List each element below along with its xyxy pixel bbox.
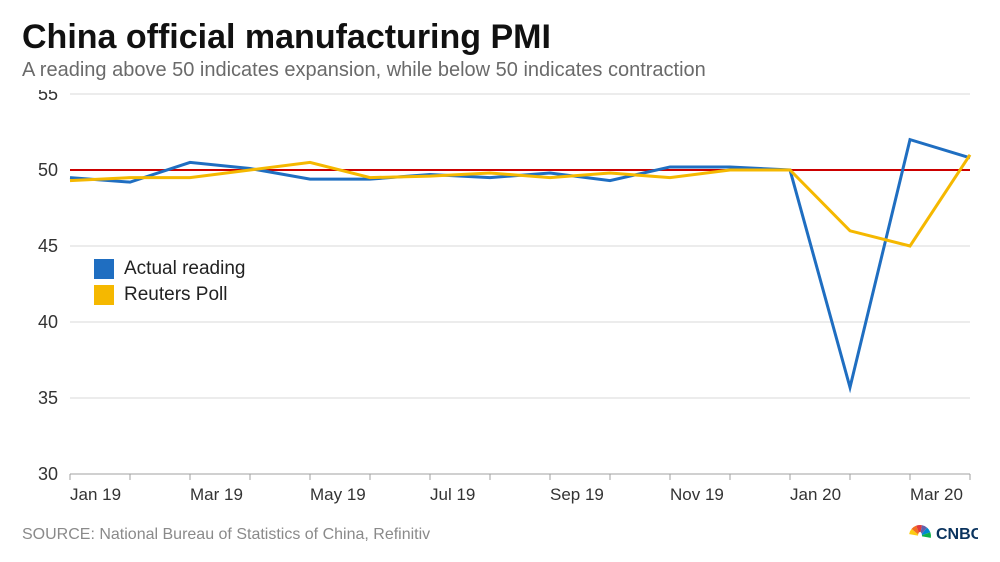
- chart-subtitle: A reading above 50 indicates expansion, …: [22, 59, 978, 82]
- y-tick-label: 35: [38, 388, 58, 408]
- legend: Actual reading Reuters Poll: [94, 258, 245, 310]
- source-text: SOURCE: National Bureau of Statistics of…: [22, 526, 430, 544]
- y-tick-label: 55: [38, 90, 58, 104]
- chart-title: China official manufacturing PMI: [22, 18, 978, 57]
- cnbc-logo-text: CNBC: [936, 526, 978, 543]
- y-tick-label: 40: [38, 312, 58, 332]
- x-tick-label: Jul 19: [430, 485, 475, 504]
- x-tick-label: Jan 20: [790, 485, 841, 504]
- legend-swatch: [94, 285, 114, 305]
- x-tick-label: Mar 20: [910, 485, 963, 504]
- cnbc-logo: CNBC: [906, 516, 978, 544]
- legend-item: Actual reading: [94, 258, 245, 280]
- legend-swatch: [94, 259, 114, 279]
- series-line: [70, 155, 970, 246]
- legend-label: Reuters Poll: [124, 284, 228, 306]
- x-tick-label: Nov 19: [670, 485, 724, 504]
- chart-area: 30 35 40 45 50 55 Jan 19 Mar 19 May 19 Jul 19 Sep …: [22, 90, 978, 510]
- y-tick-label: 30: [38, 464, 58, 484]
- x-tick-label: Jan 19: [70, 485, 121, 504]
- x-tick-label: Mar 19: [190, 485, 243, 504]
- x-tick-label: Sep 19: [550, 485, 604, 504]
- y-tick-label: 50: [38, 160, 58, 180]
- peacock-body-icon: [918, 532, 922, 540]
- legend-label: Actual reading: [124, 258, 245, 280]
- x-tick-label: May 19: [310, 485, 366, 504]
- legend-item: Reuters Poll: [94, 284, 245, 306]
- y-tick-label: 45: [38, 236, 58, 256]
